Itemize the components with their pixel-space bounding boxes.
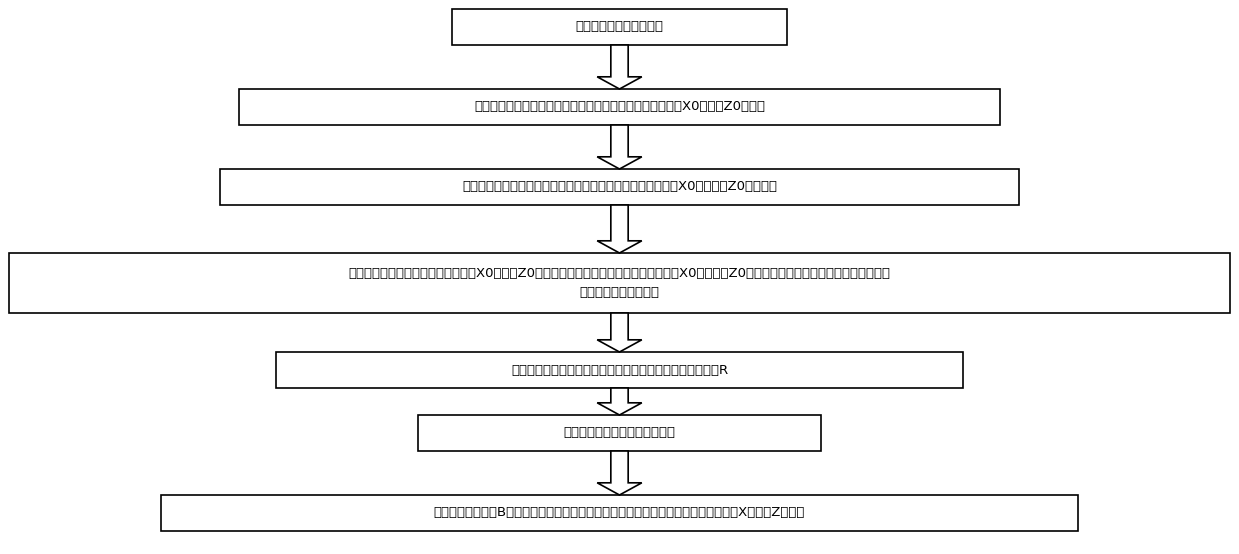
Text: 获取所述工作台的中心在所述机床绝对坐标系下的位置坐标（X0工作台，Z0工作台）: 获取所述工作台的中心在所述机床绝对坐标系下的位置坐标（X0工作台，Z0工作台） <box>462 181 777 193</box>
Polygon shape <box>597 45 642 89</box>
Polygon shape <box>597 388 642 415</box>
FancyBboxPatch shape <box>221 169 1018 205</box>
FancyBboxPatch shape <box>275 352 964 388</box>
Polygon shape <box>597 125 642 169</box>
FancyBboxPatch shape <box>161 495 1078 531</box>
Polygon shape <box>597 205 642 253</box>
Polygon shape <box>597 451 642 495</box>
Polygon shape <box>597 313 642 352</box>
FancyBboxPatch shape <box>452 9 787 45</box>
FancyBboxPatch shape <box>419 415 821 451</box>
Text: 获取所述端盖旋转初始相位角度: 获取所述端盖旋转初始相位角度 <box>564 427 675 439</box>
Text: 将端盖的放置在工作台上: 将端盖的放置在工作台上 <box>575 20 664 33</box>
Text: 获取所述工作台的中心与所述端盖的中心的初始位置的距离R: 获取所述工作台的中心与所述端盖的中心的初始位置的距离R <box>510 363 729 377</box>
Text: 当工作台旋转角度B时，获取所述端盖的中心在所述机床绝对坐标系中实际位置坐标（X工件，Z工件）: 当工作台旋转角度B时，获取所述端盖的中心在所述机床绝对坐标系中实际位置坐标（X工… <box>434 506 805 520</box>
FancyBboxPatch shape <box>10 253 1229 313</box>
FancyBboxPatch shape <box>238 89 1000 125</box>
Text: 获取所述端盖的中心在机床绝对坐标系下的初始位置坐标（X0工件，Z0工件）: 获取所述端盖的中心在机床绝对坐标系下的初始位置坐标（X0工件，Z0工件） <box>475 100 764 114</box>
Text: 根据所述端盖的中心初始位置坐标（X0工件，Z0工件）及所述工作台的中心的位置坐标（X0工作台，Z0工作台），确定所述端盖的中心处于所述
工作台坐标系中的象限: 根据所述端盖的中心初始位置坐标（X0工件，Z0工件）及所述工作台的中心的位置坐标… <box>348 267 891 299</box>
